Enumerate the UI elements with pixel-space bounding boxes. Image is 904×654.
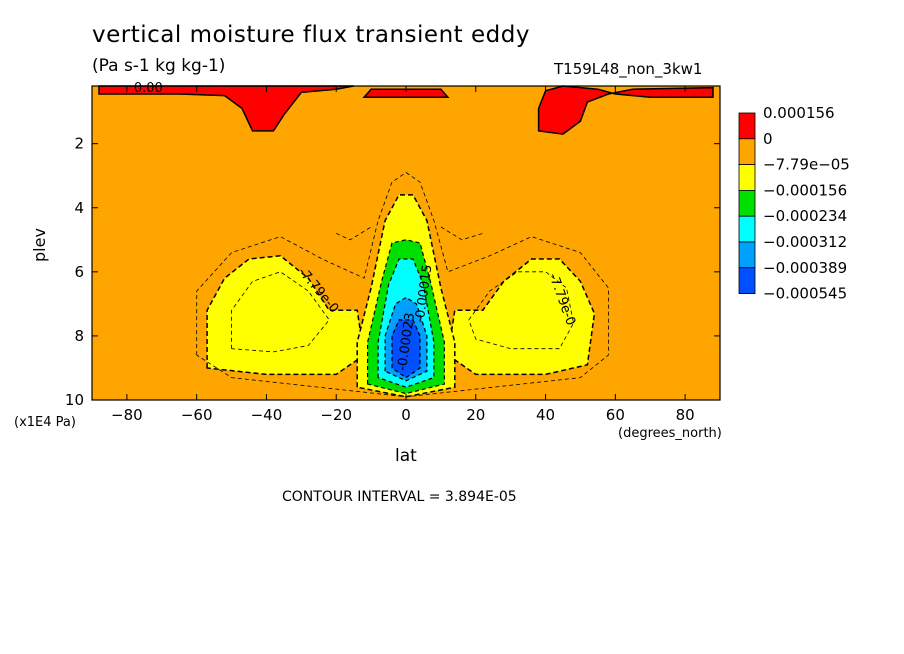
y-tick-label: 6 — [74, 263, 84, 281]
colorbar-level-label: −7.79e−05 — [763, 156, 850, 174]
y-tick-label: 2 — [74, 135, 84, 153]
x-axis-units: (degrees_north) — [618, 426, 722, 441]
chart-title: vertical moisture flux transient eddy — [92, 22, 530, 48]
x-tick-label: 20 — [466, 406, 485, 424]
colorbar-level-label: −0.000545 — [763, 285, 847, 303]
chart-units: (Pa s-1 kg kg-1) — [92, 56, 226, 76]
colorbar-level-label: −0.000312 — [763, 233, 847, 251]
x-tick-label: −40 — [251, 406, 283, 424]
y-axis-units: (x1E4 Pa) — [14, 415, 76, 430]
run-label: T159L48_non_3kw1 — [554, 60, 703, 78]
colorbar-swatch — [738, 267, 756, 294]
x-tick-label: 80 — [676, 406, 695, 424]
colorbar-level-label: −0.000156 — [763, 181, 847, 199]
colorbar-swatch — [738, 189, 756, 217]
negative-flux-lobe-nh — [447, 258, 596, 376]
colorbar-swatch — [738, 164, 756, 191]
colorbar-level-label: 0 — [763, 130, 773, 148]
positive-flux-upper-sh — [98, 85, 354, 132]
negative-flux-core-4 — [391, 319, 421, 379]
contour-line-4 — [336, 226, 372, 241]
colorbar-level-label: −0.000389 — [763, 259, 847, 277]
axes: −80 −60 −40 −20 0 20 40 60 80 2 4 6 8 10 — [65, 85, 721, 424]
positive-flux-upper-nh — [537, 85, 714, 135]
positive-flux-upper-equator — [362, 88, 450, 98]
negative-flux-lobe-sh — [206, 255, 365, 376]
colorbar-swatch — [738, 112, 756, 140]
x-tick-label: −60 — [181, 406, 213, 424]
contour-line-1 — [196, 172, 609, 398]
colorbar-swatch — [738, 215, 756, 243]
colorbar-swatch — [738, 138, 756, 166]
x-tick-label: −80 — [111, 406, 143, 424]
y-tick-label: 8 — [74, 327, 84, 345]
colorbar: 0.000156 0 −7.79e−05 −0.000156 −0.000234 −0.0… — [738, 104, 850, 303]
contour-line-2 — [231, 271, 330, 353]
y-tick-label: 4 — [74, 199, 84, 217]
x-axis-label: lat — [395, 446, 417, 466]
x-tick-label: 60 — [606, 406, 625, 424]
contour-label-top: 0.00 — [134, 81, 163, 96]
y-tick-label: 10 — [65, 391, 84, 409]
x-tick-label: 40 — [536, 406, 555, 424]
plot-area: 0.00-7.79e-0 -7.79e-0-0.00015-0.00023 — [92, 81, 720, 400]
contour-interval-label: CONTOUR INTERVAL = 3.894E-05 — [282, 489, 517, 505]
colorbar-level-label: 0.000156 — [763, 104, 835, 122]
contour-line-3 — [468, 271, 574, 350]
x-tick-label: 0 — [401, 406, 411, 424]
contour-line-5 — [440, 226, 483, 241]
colorbar-level-label: −0.000234 — [763, 207, 847, 225]
colorbar-swatch — [738, 241, 756, 269]
x-tick-label: −20 — [320, 406, 352, 424]
